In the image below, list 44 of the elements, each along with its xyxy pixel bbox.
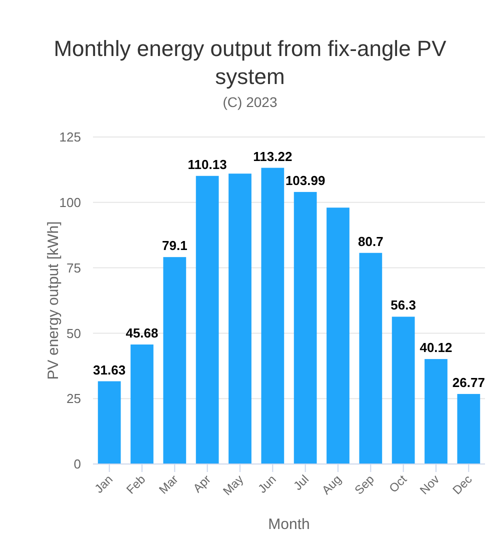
data-label: 79.1	[162, 238, 188, 254]
data-label: 110.13	[188, 156, 227, 172]
x-tick-label: May	[220, 472, 246, 498]
x-tick-label: Apr	[190, 472, 214, 496]
chart-subtitle: (C) 2023	[222, 94, 278, 110]
y-tick-label: 50	[66, 326, 81, 341]
y-tick-label: 75	[66, 260, 81, 276]
chart-title: Monthly energy output from fix-angle PV system	[54, 36, 447, 89]
x-tick-label: Dec	[450, 472, 475, 498]
bar	[359, 252, 382, 464]
x-tick-label: Nov	[417, 472, 442, 498]
y-tick-label: 125	[59, 130, 81, 145]
bar	[130, 344, 154, 464]
bar	[98, 381, 121, 464]
bar	[326, 208, 350, 464]
data-label: 56.3	[390, 298, 416, 313]
data-label: 40.12	[420, 340, 452, 356]
y-axis-title: PV energy output [kWh]	[45, 221, 62, 380]
bar	[424, 359, 448, 464]
y-tick-label: 100	[59, 194, 81, 210]
x-tick-label: Jan	[92, 472, 116, 496]
x-tick-label: Jun	[255, 472, 279, 496]
y-tick-label: 25	[66, 391, 81, 406]
bar	[457, 394, 480, 464]
bar	[196, 176, 219, 464]
bar	[228, 174, 252, 464]
y-tick-label: 0	[74, 456, 81, 472]
bar	[392, 316, 415, 464]
data-label: 26.77	[452, 374, 485, 390]
data-label: 80.7	[358, 234, 384, 249]
data-label: 45.68	[126, 326, 158, 340]
data-label: 103.99	[285, 172, 326, 188]
x-tick-label: Feb	[124, 472, 148, 497]
x-tick-label: Aug	[319, 472, 344, 498]
x-tick-label: Jul	[290, 472, 312, 493]
data-label: 113.22	[253, 148, 292, 164]
bar	[261, 168, 284, 464]
bar	[163, 257, 186, 464]
x-axis-title: Month	[268, 516, 310, 533]
x-tick-label: Oct	[386, 472, 410, 496]
bar	[294, 192, 317, 464]
x-tick-label: Sep	[352, 472, 378, 498]
x-tick-label: Mar	[156, 472, 181, 497]
data-label: 31.63	[93, 362, 126, 378]
